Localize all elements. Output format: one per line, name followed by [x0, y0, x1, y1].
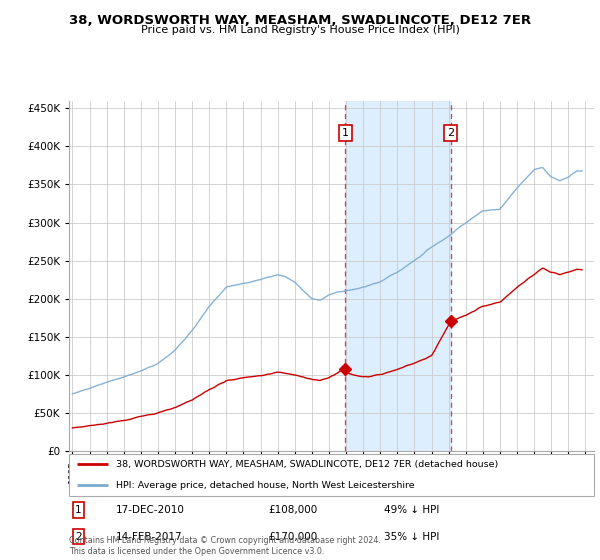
- Text: 2: 2: [447, 128, 454, 138]
- Text: 2: 2: [75, 531, 82, 542]
- Text: 17-DEC-2010: 17-DEC-2010: [116, 505, 185, 515]
- Text: 49% ↓ HPI: 49% ↓ HPI: [384, 505, 439, 515]
- Text: 35% ↓ HPI: 35% ↓ HPI: [384, 531, 439, 542]
- Text: 1: 1: [342, 128, 349, 138]
- Text: 38, WORDSWORTH WAY, MEASHAM, SWADLINCOTE, DE12 7ER: 38, WORDSWORTH WAY, MEASHAM, SWADLINCOTE…: [69, 14, 531, 27]
- Text: 14-FEB-2017: 14-FEB-2017: [116, 531, 183, 542]
- Text: HPI: Average price, detached house, North West Leicestershire: HPI: Average price, detached house, Nort…: [116, 480, 415, 489]
- Text: £170,000: £170,000: [269, 531, 318, 542]
- Text: 38, WORDSWORTH WAY, MEASHAM, SWADLINCOTE, DE12 7ER (detached house): 38, WORDSWORTH WAY, MEASHAM, SWADLINCOTE…: [116, 460, 499, 469]
- Text: £108,000: £108,000: [269, 505, 318, 515]
- Text: 1: 1: [75, 505, 82, 515]
- FancyBboxPatch shape: [69, 454, 594, 496]
- Bar: [346, 101, 451, 451]
- Text: Price paid vs. HM Land Registry's House Price Index (HPI): Price paid vs. HM Land Registry's House …: [140, 25, 460, 35]
- Text: Contains HM Land Registry data © Crown copyright and database right 2024.
This d: Contains HM Land Registry data © Crown c…: [69, 536, 381, 556]
